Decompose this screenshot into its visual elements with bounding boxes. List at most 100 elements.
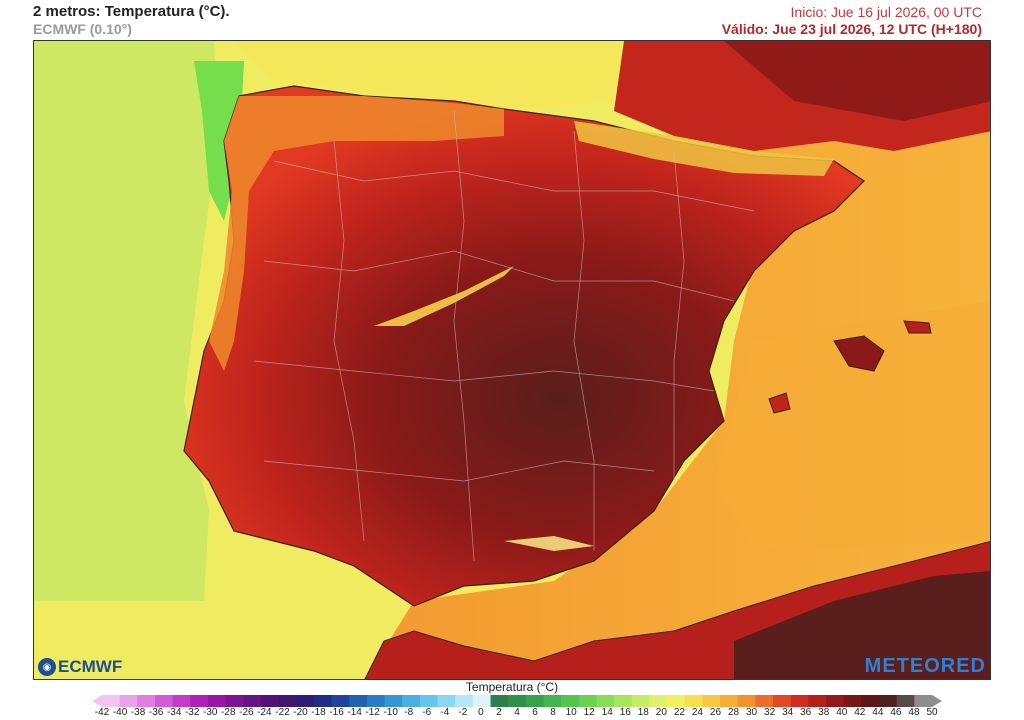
- scale-swatch: [826, 695, 845, 707]
- scale-tick-label: 10: [565, 707, 577, 718]
- scale-swatch: [366, 695, 386, 707]
- scale-tick-label: 26: [709, 707, 722, 718]
- sierra-nevada: [504, 536, 594, 551]
- scale-swatch: [508, 695, 527, 707]
- scale-swatch: [172, 695, 191, 707]
- scale-tick-label: 28: [727, 707, 740, 718]
- scale-swatch: [419, 695, 439, 707]
- bay-of-biscay: [234, 41, 624, 111]
- header-left: 2 metros: Temperatura (°C). ECMWF (0.10°…: [33, 3, 230, 38]
- scale-tick-label: -28: [221, 707, 236, 718]
- scale-tick-label: 22: [673, 707, 685, 718]
- scale-tick-label: -38: [130, 707, 146, 718]
- scale-swatch: [119, 695, 138, 707]
- model-label: ECMWF (0.10°): [33, 21, 132, 37]
- pyrenees: [574, 121, 834, 176]
- scale-tick-label: 20: [655, 707, 667, 718]
- scale-tick-label: -14: [347, 707, 362, 718]
- scale-tick-label: 0: [478, 707, 484, 718]
- scale-tick-label: -18: [311, 707, 326, 718]
- scale-swatch: [737, 695, 756, 707]
- map-svg: [34, 41, 990, 679]
- mallorca: [833, 335, 885, 372]
- scale-tick-label: 12: [583, 707, 595, 718]
- scale-swatch: [720, 695, 739, 707]
- scale-swatch: [437, 695, 456, 707]
- scale-tick-label: 40: [836, 707, 848, 718]
- scale-tick-label: -40: [112, 707, 128, 718]
- scale-swatch: [402, 695, 421, 707]
- scale-tick-label: 6: [532, 707, 538, 718]
- scale-swatch: [260, 695, 280, 707]
- scale-swatch: [843, 695, 862, 707]
- scale-swatch: [543, 695, 562, 707]
- scale-tick-label: 38: [818, 707, 830, 718]
- color-scale: [92, 695, 942, 707]
- scale-swatch: [331, 695, 350, 707]
- valid-time: Válido: Jue 23 jul 2026, 12 UTC (H+180): [721, 21, 982, 37]
- province-borders: [253, 110, 755, 562]
- scale-tick-label: 42: [854, 707, 866, 718]
- scale-tick-label: -34: [166, 707, 182, 718]
- scale-swatch: [190, 695, 209, 707]
- cool-water-west: [34, 41, 219, 601]
- scale-max-arrow: [932, 695, 942, 707]
- scale-swatch: [525, 695, 544, 707]
- scale-swatch: [349, 695, 368, 707]
- scale-tick-label: 4: [514, 707, 520, 718]
- scale-swatch: [278, 695, 297, 707]
- color-scale-svg: [92, 695, 942, 707]
- scale-tick-label: 8: [550, 707, 556, 718]
- scale-tick-label: 2: [496, 707, 502, 718]
- scale-swatch: [914, 695, 933, 707]
- scale-tick-label: -22: [275, 707, 290, 718]
- ecmwf-logo: ◉ ECMWF: [38, 657, 122, 677]
- scale-tick-label: -2: [458, 707, 468, 718]
- ecmwf-logo-text: ECMWF: [58, 657, 123, 676]
- scale-tick-label: 18: [637, 707, 649, 718]
- warm-sea-patch: [714, 301, 990, 551]
- scale-swatch: [102, 695, 121, 707]
- north-africa-hot-zone: [734, 571, 990, 679]
- scale-swatch: [684, 695, 703, 707]
- ibiza: [768, 392, 791, 414]
- scale-tick-label: -24: [257, 707, 272, 718]
- ecmwf-globe-icon: ◉: [38, 658, 56, 676]
- france-hot-zone: [724, 41, 990, 121]
- scale-swatch: [755, 695, 774, 707]
- scale-swatch: [790, 695, 809, 707]
- scale-swatch: [879, 695, 898, 707]
- scale-swatch: [596, 695, 615, 707]
- scale-swatch: [702, 695, 721, 707]
- scale-tick-label: 30: [746, 707, 758, 718]
- scale-swatch: [896, 695, 915, 707]
- scale-swatch: [861, 695, 880, 707]
- scale-tick-label: -10: [383, 707, 398, 718]
- scale-tick-label: -32: [184, 707, 200, 718]
- scale-swatch: [808, 695, 827, 707]
- scale-swatch: [296, 695, 315, 707]
- scale-tick-label: 32: [764, 707, 776, 718]
- scale-tick-label: 16: [619, 707, 631, 718]
- scale-tick-label: 34: [782, 707, 794, 718]
- scale-tick-label: -30: [203, 707, 218, 718]
- scale-swatch: [207, 695, 227, 707]
- scale-tick-label: -20: [293, 707, 308, 718]
- legend-title: Temperatura (°C): [465, 680, 559, 694]
- scale-swatch: [773, 695, 792, 707]
- menorca: [903, 320, 932, 334]
- scale-swatch: [137, 695, 156, 707]
- scale-tick-label: 50: [926, 707, 938, 718]
- scale-swatch: [667, 695, 686, 707]
- scale-swatch: [384, 695, 403, 707]
- scale-swatch: [578, 695, 597, 707]
- scale-tick-label: 48: [908, 707, 920, 718]
- scale-min-arrow: [92, 695, 102, 707]
- scale-tick-label: 24: [691, 707, 703, 718]
- header-right: Inicio: Jue 16 jul 2026, 00 UTC Válido: …: [722, 3, 982, 38]
- init-time: Inicio: Jue 16 jul 2026, 00 UTC: [790, 4, 982, 20]
- color-scale-ticks: -42 -40 -38 -36 -34 -32 -30 -28 -26 -24 -22 -20 -18-…: [92, 707, 942, 720]
- map-title: 2 metros: Temperatura (°C).: [33, 3, 230, 20]
- temperature-map[interactable]: [33, 40, 991, 680]
- scale-swatch: [561, 695, 580, 707]
